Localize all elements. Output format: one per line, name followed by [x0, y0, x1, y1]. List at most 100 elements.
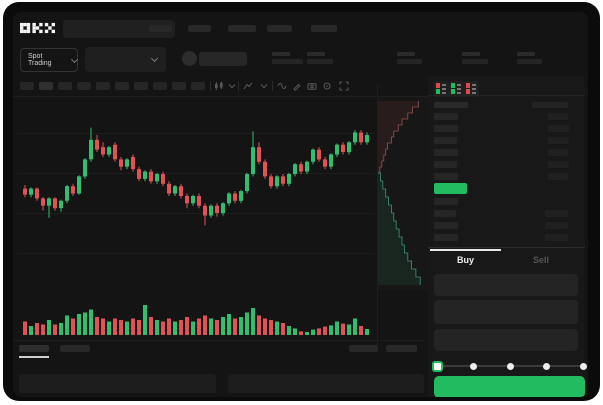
app-surface: Spot Trading [13, 12, 588, 397]
toolbar-divider [238, 81, 239, 91]
bid-row-price[interactable] [434, 198, 458, 205]
book-bids-view-icon[interactable] [449, 81, 464, 97]
bottom-tab-active-underline [19, 356, 49, 358]
chevron-down-icon [150, 54, 159, 63]
amount-input[interactable] [434, 300, 578, 324]
slider-stop[interactable] [579, 362, 587, 370]
book-asks-view-icon[interactable] [464, 81, 479, 97]
stat-value [517, 59, 542, 64]
nav-item[interactable] [228, 25, 256, 32]
chevron-down-icon [71, 55, 79, 63]
ask-row-price[interactable] [434, 125, 458, 132]
nav-item[interactable] [188, 25, 211, 32]
order-book-col-header-amount [532, 102, 568, 108]
bid-row-price[interactable] [434, 210, 456, 217]
order-book-toolbar-divider [428, 95, 585, 96]
wave-icon[interactable] [277, 81, 287, 91]
stat-label [517, 52, 535, 56]
okx-logo[interactable] [20, 22, 55, 34]
stat-label [462, 52, 480, 56]
total-input[interactable] [434, 329, 578, 351]
bottom-right-item[interactable] [349, 345, 378, 352]
interval-button[interactable] [153, 82, 167, 90]
interval-button[interactable] [58, 82, 72, 90]
ask-row-amount [548, 137, 569, 144]
nav-item[interactable] [149, 25, 172, 32]
interval-button[interactable] [20, 82, 34, 90]
bid-row-amount [545, 210, 568, 217]
ask-row-amount [548, 149, 568, 156]
chevron-down-icon[interactable] [227, 81, 237, 91]
interval-button[interactable] [39, 82, 53, 90]
bid-row-price[interactable] [434, 222, 458, 229]
stat-label [272, 52, 290, 56]
book-both-view-icon[interactable] [434, 81, 449, 97]
candles-icon[interactable] [214, 81, 224, 91]
interval-button[interactable] [96, 82, 110, 90]
buy-tab-indicator [430, 249, 501, 251]
slider-stop[interactable] [506, 362, 514, 370]
interval-button[interactable] [115, 82, 129, 90]
pair-selector[interactable] [85, 47, 166, 72]
interval-button[interactable] [134, 82, 148, 90]
order-book-col-header-price [434, 102, 468, 108]
bid-row-amount [545, 222, 568, 229]
gear-icon[interactable] [322, 81, 332, 91]
toolbar-underline [13, 96, 428, 97]
search-input[interactable] [63, 20, 175, 38]
tab-sell[interactable]: Sell [501, 252, 581, 268]
app-window: Spot Trading [3, 2, 600, 401]
slider-handle[interactable] [432, 361, 443, 372]
stat-label [307, 52, 325, 56]
interval-button[interactable] [191, 82, 205, 90]
gridline [17, 213, 374, 214]
chevron-down-icon[interactable] [259, 81, 269, 91]
market-type-selector[interactable]: Spot Trading [20, 48, 79, 72]
pencil-icon[interactable] [292, 81, 302, 91]
ask-row-price[interactable] [434, 173, 458, 180]
ask-row-amount [548, 161, 569, 168]
tab-buy-label: Buy [456, 255, 474, 265]
depth-chart [378, 97, 428, 290]
candlestick-chart[interactable] [22, 112, 374, 237]
stat-value [462, 59, 488, 64]
bid-row-amount [545, 234, 568, 241]
last-price-highlight[interactable] [434, 183, 467, 194]
market-type-label: Spot Trading [28, 53, 52, 67]
camera-icon[interactable] [307, 81, 317, 91]
chart-depth-divider [377, 84, 378, 345]
toolbar-divider [210, 81, 211, 91]
bottom-divider [13, 340, 424, 341]
stat-value [397, 59, 422, 64]
ask-row-price[interactable] [434, 137, 457, 144]
buy-submit-button[interactable] [434, 376, 585, 397]
bottom-tab-orders[interactable] [19, 345, 49, 352]
stat-label [397, 52, 415, 56]
pair-name-placeholder [199, 52, 247, 66]
slider-stop[interactable] [543, 362, 550, 370]
ask-row-amount [548, 125, 569, 132]
bottom-right-item[interactable] [386, 345, 417, 352]
interval-button[interactable] [172, 82, 186, 90]
trade-panel-divider [428, 247, 585, 248]
pair-coin-icon [182, 51, 197, 66]
order-book-panel: Buy Sell [428, 76, 587, 397]
indicators-icon[interactable] [243, 81, 253, 91]
ask-row-price[interactable] [434, 113, 458, 120]
toolbar-divider [272, 81, 273, 91]
nav-item[interactable] [267, 25, 292, 32]
gridline [17, 253, 374, 254]
fullscreen-icon[interactable] [339, 81, 349, 91]
tab-buy[interactable]: Buy [430, 252, 501, 268]
ask-row-amount [548, 113, 568, 120]
price-input[interactable] [434, 274, 578, 296]
ask-row-price[interactable] [434, 161, 457, 168]
ask-row-price[interactable] [434, 149, 458, 156]
gridline [17, 173, 374, 174]
bottom-tab-history[interactable] [60, 345, 90, 352]
slider-stop[interactable] [470, 362, 477, 370]
nav-item[interactable] [311, 25, 337, 32]
bid-row-price[interactable] [434, 234, 458, 241]
interval-button[interactable] [77, 82, 91, 90]
